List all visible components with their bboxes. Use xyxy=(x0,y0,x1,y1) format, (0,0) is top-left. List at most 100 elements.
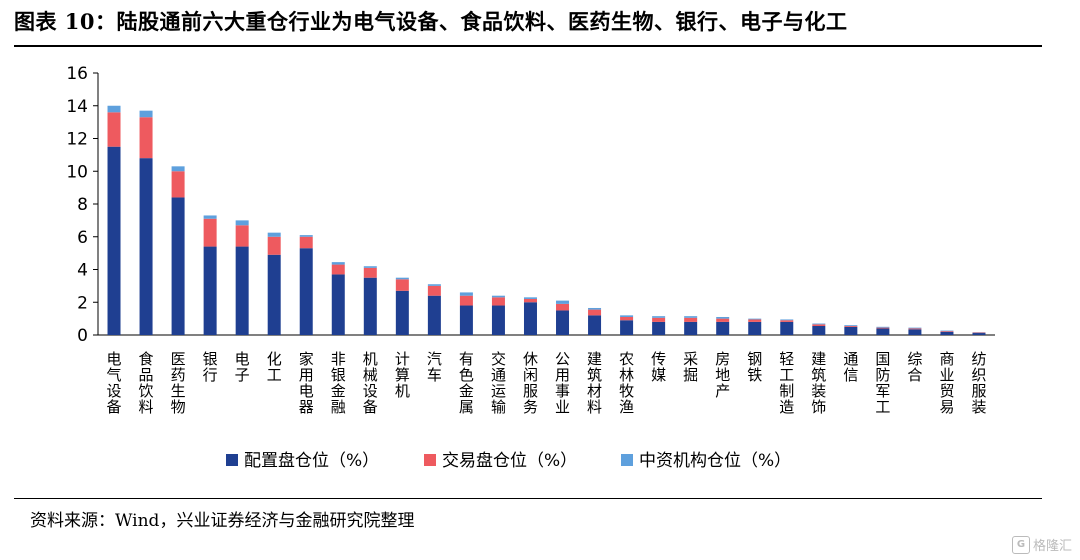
bar-segment xyxy=(459,305,473,335)
legend-label: 中资机构仓位（%） xyxy=(639,451,791,471)
bar-segment xyxy=(844,325,858,326)
bar-segment xyxy=(716,318,730,322)
bar-segment xyxy=(363,266,377,268)
watermark-logo-icon: G xyxy=(1011,535,1030,554)
source-note: 资料来源：Wind，兴业证券经济与金融研究院整理 xyxy=(30,511,415,531)
bar-segment xyxy=(588,307,602,310)
bar-segment xyxy=(171,166,185,172)
x-tick-label: 有色金属 xyxy=(459,350,474,416)
y-tick-label: 4 xyxy=(77,261,88,281)
x-tick-label: 公用事业 xyxy=(555,350,570,416)
x-tick-label: 钢铁 xyxy=(747,350,762,384)
bar-segment xyxy=(267,232,281,237)
y-tick-label: 12 xyxy=(66,130,88,150)
bar-segment xyxy=(716,321,730,335)
x-tick-label: 家用电器 xyxy=(299,350,314,416)
y-tick-label: 8 xyxy=(77,195,88,215)
x-tick-label: 电气设备 xyxy=(107,350,122,416)
bar-segment xyxy=(171,171,185,198)
x-tick-label: 采掘 xyxy=(683,350,698,384)
legend-swatch xyxy=(424,454,436,466)
y-tick-label: 6 xyxy=(77,228,88,248)
bar-segment xyxy=(491,305,505,335)
y-tick-label: 0 xyxy=(77,326,88,346)
x-tick-label: 建筑材料 xyxy=(587,350,602,416)
bar-segment xyxy=(299,236,313,249)
bar-segment xyxy=(203,246,217,335)
bar-segment xyxy=(780,319,794,321)
bar-segment xyxy=(139,110,153,118)
bar-segment xyxy=(395,279,409,291)
bar-segment xyxy=(780,321,794,335)
bar-segment xyxy=(876,326,890,328)
bar-segment xyxy=(235,220,249,226)
bar-segment xyxy=(395,277,409,280)
x-tick-label: 农林牧渔 xyxy=(619,350,634,416)
bar-segment xyxy=(235,225,249,247)
bar-segment xyxy=(940,331,954,332)
x-tick-label: 电子 xyxy=(235,350,250,384)
bar-segment xyxy=(139,117,153,159)
bar-segment xyxy=(876,327,890,329)
bar-segment xyxy=(556,300,570,304)
bar-segment xyxy=(267,254,281,335)
bar-segment xyxy=(235,246,249,335)
bar-segment xyxy=(107,112,121,147)
x-tick-label: 建筑装饰 xyxy=(811,350,826,416)
bar-segment xyxy=(395,290,409,335)
bar-segment xyxy=(620,320,634,335)
bar-segment xyxy=(684,316,698,318)
bar-segment xyxy=(812,325,826,335)
bar-segment xyxy=(459,295,473,306)
bar-segment xyxy=(716,316,730,319)
watermark: G 格隆汇 xyxy=(1011,535,1072,554)
x-tick-label: 纺织服装 xyxy=(971,350,986,416)
bar-segment xyxy=(652,316,666,318)
bar-segment xyxy=(331,274,345,335)
x-tick-label: 化工 xyxy=(267,350,282,384)
y-tick-label: 16 xyxy=(66,64,88,84)
bar-segment xyxy=(299,235,313,237)
bar-segment xyxy=(876,328,890,335)
legend-label: 交易盘仓位（%） xyxy=(442,451,577,471)
legend-swatch xyxy=(226,454,238,466)
bar-segment xyxy=(620,316,634,321)
bar-segment xyxy=(267,236,281,255)
bar-segment xyxy=(427,285,441,296)
bar-segment xyxy=(459,292,473,296)
bar-segment xyxy=(940,331,954,335)
bar-segment xyxy=(299,248,313,335)
x-tick-label: 通信 xyxy=(843,350,858,384)
bar-segment xyxy=(523,297,537,299)
bar-segment xyxy=(139,158,153,335)
bar-segment xyxy=(908,329,922,335)
bar-segment xyxy=(684,321,698,335)
bar-segment xyxy=(171,197,185,335)
bar-segment xyxy=(203,218,217,247)
bar-segment xyxy=(588,315,602,335)
x-tick-label: 国防军工 xyxy=(875,350,890,416)
source-rule xyxy=(14,498,1042,499)
x-tick-label: 医药生物 xyxy=(171,350,186,416)
bar-segment xyxy=(748,319,762,322)
x-tick-label: 非银金融 xyxy=(331,350,346,416)
title-rule xyxy=(14,45,1042,47)
y-tick-label: 14 xyxy=(66,97,88,117)
bar-segment xyxy=(523,302,537,335)
y-tick-label: 10 xyxy=(66,162,88,182)
chart-title: 图表 10：陆股通前六大重仓行业为电气设备、食品饮料、医药生物、银行、电子与化工 xyxy=(14,9,848,34)
bar-segment xyxy=(331,264,345,275)
x-tick-label: 休闲服务 xyxy=(523,350,538,416)
bar-segment xyxy=(844,325,858,327)
bar-segment xyxy=(203,215,217,219)
x-tick-label: 轻工制造 xyxy=(779,350,794,416)
bar-segment xyxy=(908,328,922,330)
bar-segment xyxy=(427,284,441,286)
bar-segment xyxy=(363,267,377,278)
bar-segment xyxy=(812,323,826,325)
bar-segment xyxy=(748,318,762,320)
bar-segment xyxy=(491,297,505,306)
watermark-text: 格隆汇 xyxy=(1032,539,1072,554)
bar-segment xyxy=(652,321,666,335)
